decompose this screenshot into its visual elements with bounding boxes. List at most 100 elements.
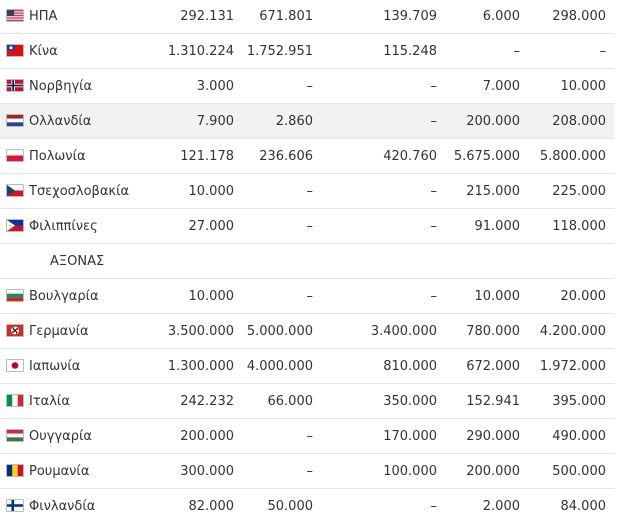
value-cell-1: 292.131 [180,9,234,24]
value-cell-5: 490.000 [552,429,606,444]
value-cell-2: – [306,219,314,234]
value-cell-5: 225.000 [552,184,606,199]
value-cell-4: 215.000 [466,184,520,199]
table-row: Πολωνία 121.178 236.606 420.760 5.675.000 5.8… [0,139,614,174]
country-name: Ρουμανία [29,464,90,479]
value-cell-3: – [430,289,438,304]
italy-flag-icon [6,394,24,407]
poland-flag-icon [6,149,24,162]
country-name: Τσεχοσλοβακία [29,184,130,199]
value-cell-4: 672.000 [466,359,520,374]
value-cell-2: 236.606 [259,149,313,164]
country-name: Ουγγαρία [29,429,92,444]
value-cell-3: 100.000 [383,464,437,479]
value-cell-4: 6.000 [482,9,520,24]
value-cell-4: 2.000 [482,499,520,514]
value-cell-1: 242.232 [180,394,234,409]
table-row: Γερμανία 3.500.000 5.000.000 3.400.000 780.0… [0,314,614,349]
value-cell-5: 10.000 [560,79,607,94]
value-cell-5: 4.200.000 [539,324,606,339]
value-cell-3: – [430,184,438,199]
country-name: Κίνα [29,44,58,59]
table-row: Φινλανδία 82.000 50.000 – 2.000 84.000 [0,489,614,524]
country-name: Φιλιππίνες [29,219,98,234]
value-cell-4: 7.000 [482,79,520,94]
value-cell-4: 200.000 [466,114,520,129]
casualties-table: ΗΠΑ 292.131 671.801 139.709 6.000 298.000 Κίνα… [0,0,614,524]
table-row: Ουγγαρία 200.000 – 170.000 290.000 490.000 [0,419,614,454]
country-name: Γερμανία [29,324,89,339]
value-cell-1: 3.000 [196,79,234,94]
country-name: Πολωνία [29,149,86,164]
usa-flag-icon [6,9,24,22]
table-row: Νορβηγία 3.000 – – 7.000 10.000 [0,69,614,104]
table-row: Ιταλία 242.232 66.000 350.000 152.941 395.000 [0,384,614,419]
value-cell-1: 200.000 [180,429,234,444]
value-cell-5: 84.000 [560,499,607,514]
value-cell-2: 671.801 [259,9,313,24]
philippines-flag-icon [6,219,24,232]
value-cell-5: 395.000 [552,394,606,409]
nazi-germany-flag-icon [6,324,24,337]
value-cell-5: 1.972.000 [539,359,606,374]
value-cell-4: 200.000 [466,464,520,479]
value-cell-4: 780.000 [466,324,520,339]
value-cell-3: – [430,114,438,129]
group-header-label: ΑΞΟΝΑΣ [50,254,105,269]
country-name: Ιταλία [29,394,70,409]
value-cell-5: 20.000 [560,289,607,304]
value-cell-4: 10.000 [474,289,521,304]
value-cell-2: 66.000 [267,394,314,409]
value-cell-2: – [306,79,314,94]
netherlands-flag-icon [6,114,24,127]
value-cell-3: 170.000 [383,429,437,444]
value-cell-4: 91.000 [474,219,521,234]
value-cell-5: 500.000 [552,464,606,479]
value-cell-2: 1.752.951 [246,44,313,59]
value-cell-3: 115.248 [383,44,437,59]
value-cell-3: 139.709 [383,9,437,24]
country-name: Βουλγαρία [29,289,99,304]
value-cell-5: – [599,44,607,59]
value-cell-3: 420.760 [383,149,437,164]
value-cell-3: – [430,79,438,94]
value-cell-5: 118.000 [552,219,606,234]
value-cell-5: 298.000 [552,9,606,24]
value-cell-2: – [306,289,314,304]
value-cell-3: 350.000 [383,394,437,409]
table-row: Ρουμανία 300.000 – 100.000 200.000 500.000 [0,454,614,489]
value-cell-1: 10.000 [188,289,235,304]
value-cell-1: 1.310.224 [167,44,234,59]
japan-flag-icon [6,359,24,372]
value-cell-3: – [430,219,438,234]
bulgaria-flag-icon [6,289,24,302]
value-cell-2: 2.860 [275,114,313,129]
value-cell-1: 7.900 [196,114,234,129]
hungary-flag-icon [6,429,24,442]
value-cell-1: 82.000 [188,499,235,514]
value-cell-4: – [513,44,521,59]
value-cell-1: 1.300.000 [167,359,234,374]
value-cell-2: 50.000 [267,499,314,514]
country-name: Ολλανδία [29,114,92,129]
value-cell-5: 208.000 [552,114,606,129]
finland-flag-icon [6,499,24,512]
value-cell-1: 27.000 [188,219,235,234]
country-name: Ιαπωνία [29,359,81,374]
value-cell-4: 5.675.000 [453,149,520,164]
value-cell-3: – [430,499,438,514]
value-cell-1: 300.000 [180,464,234,479]
country-name: Νορβηγία [29,79,93,94]
taiwan-flag-icon [6,44,24,57]
table-row: Ιαπωνία 1.300.000 4.000.000 810.000 672.000 1… [0,349,614,384]
table-row: ΗΠΑ 292.131 671.801 139.709 6.000 298.000 [0,0,614,34]
table-row: Φιλιππίνες 27.000 – – 91.000 118.000 [0,209,614,244]
table-row: Ολλανδία 7.900 2.860 – 200.000 208.000 [0,104,614,139]
value-cell-1: 3.500.000 [167,324,234,339]
value-cell-4: 152.941 [466,394,520,409]
country-name: Φινλανδία [29,499,96,514]
czechoslovakia-flag-icon [6,184,24,197]
romania-flag-icon [6,464,24,477]
value-cell-1: 10.000 [188,184,235,199]
value-cell-1: 121.178 [180,149,234,164]
